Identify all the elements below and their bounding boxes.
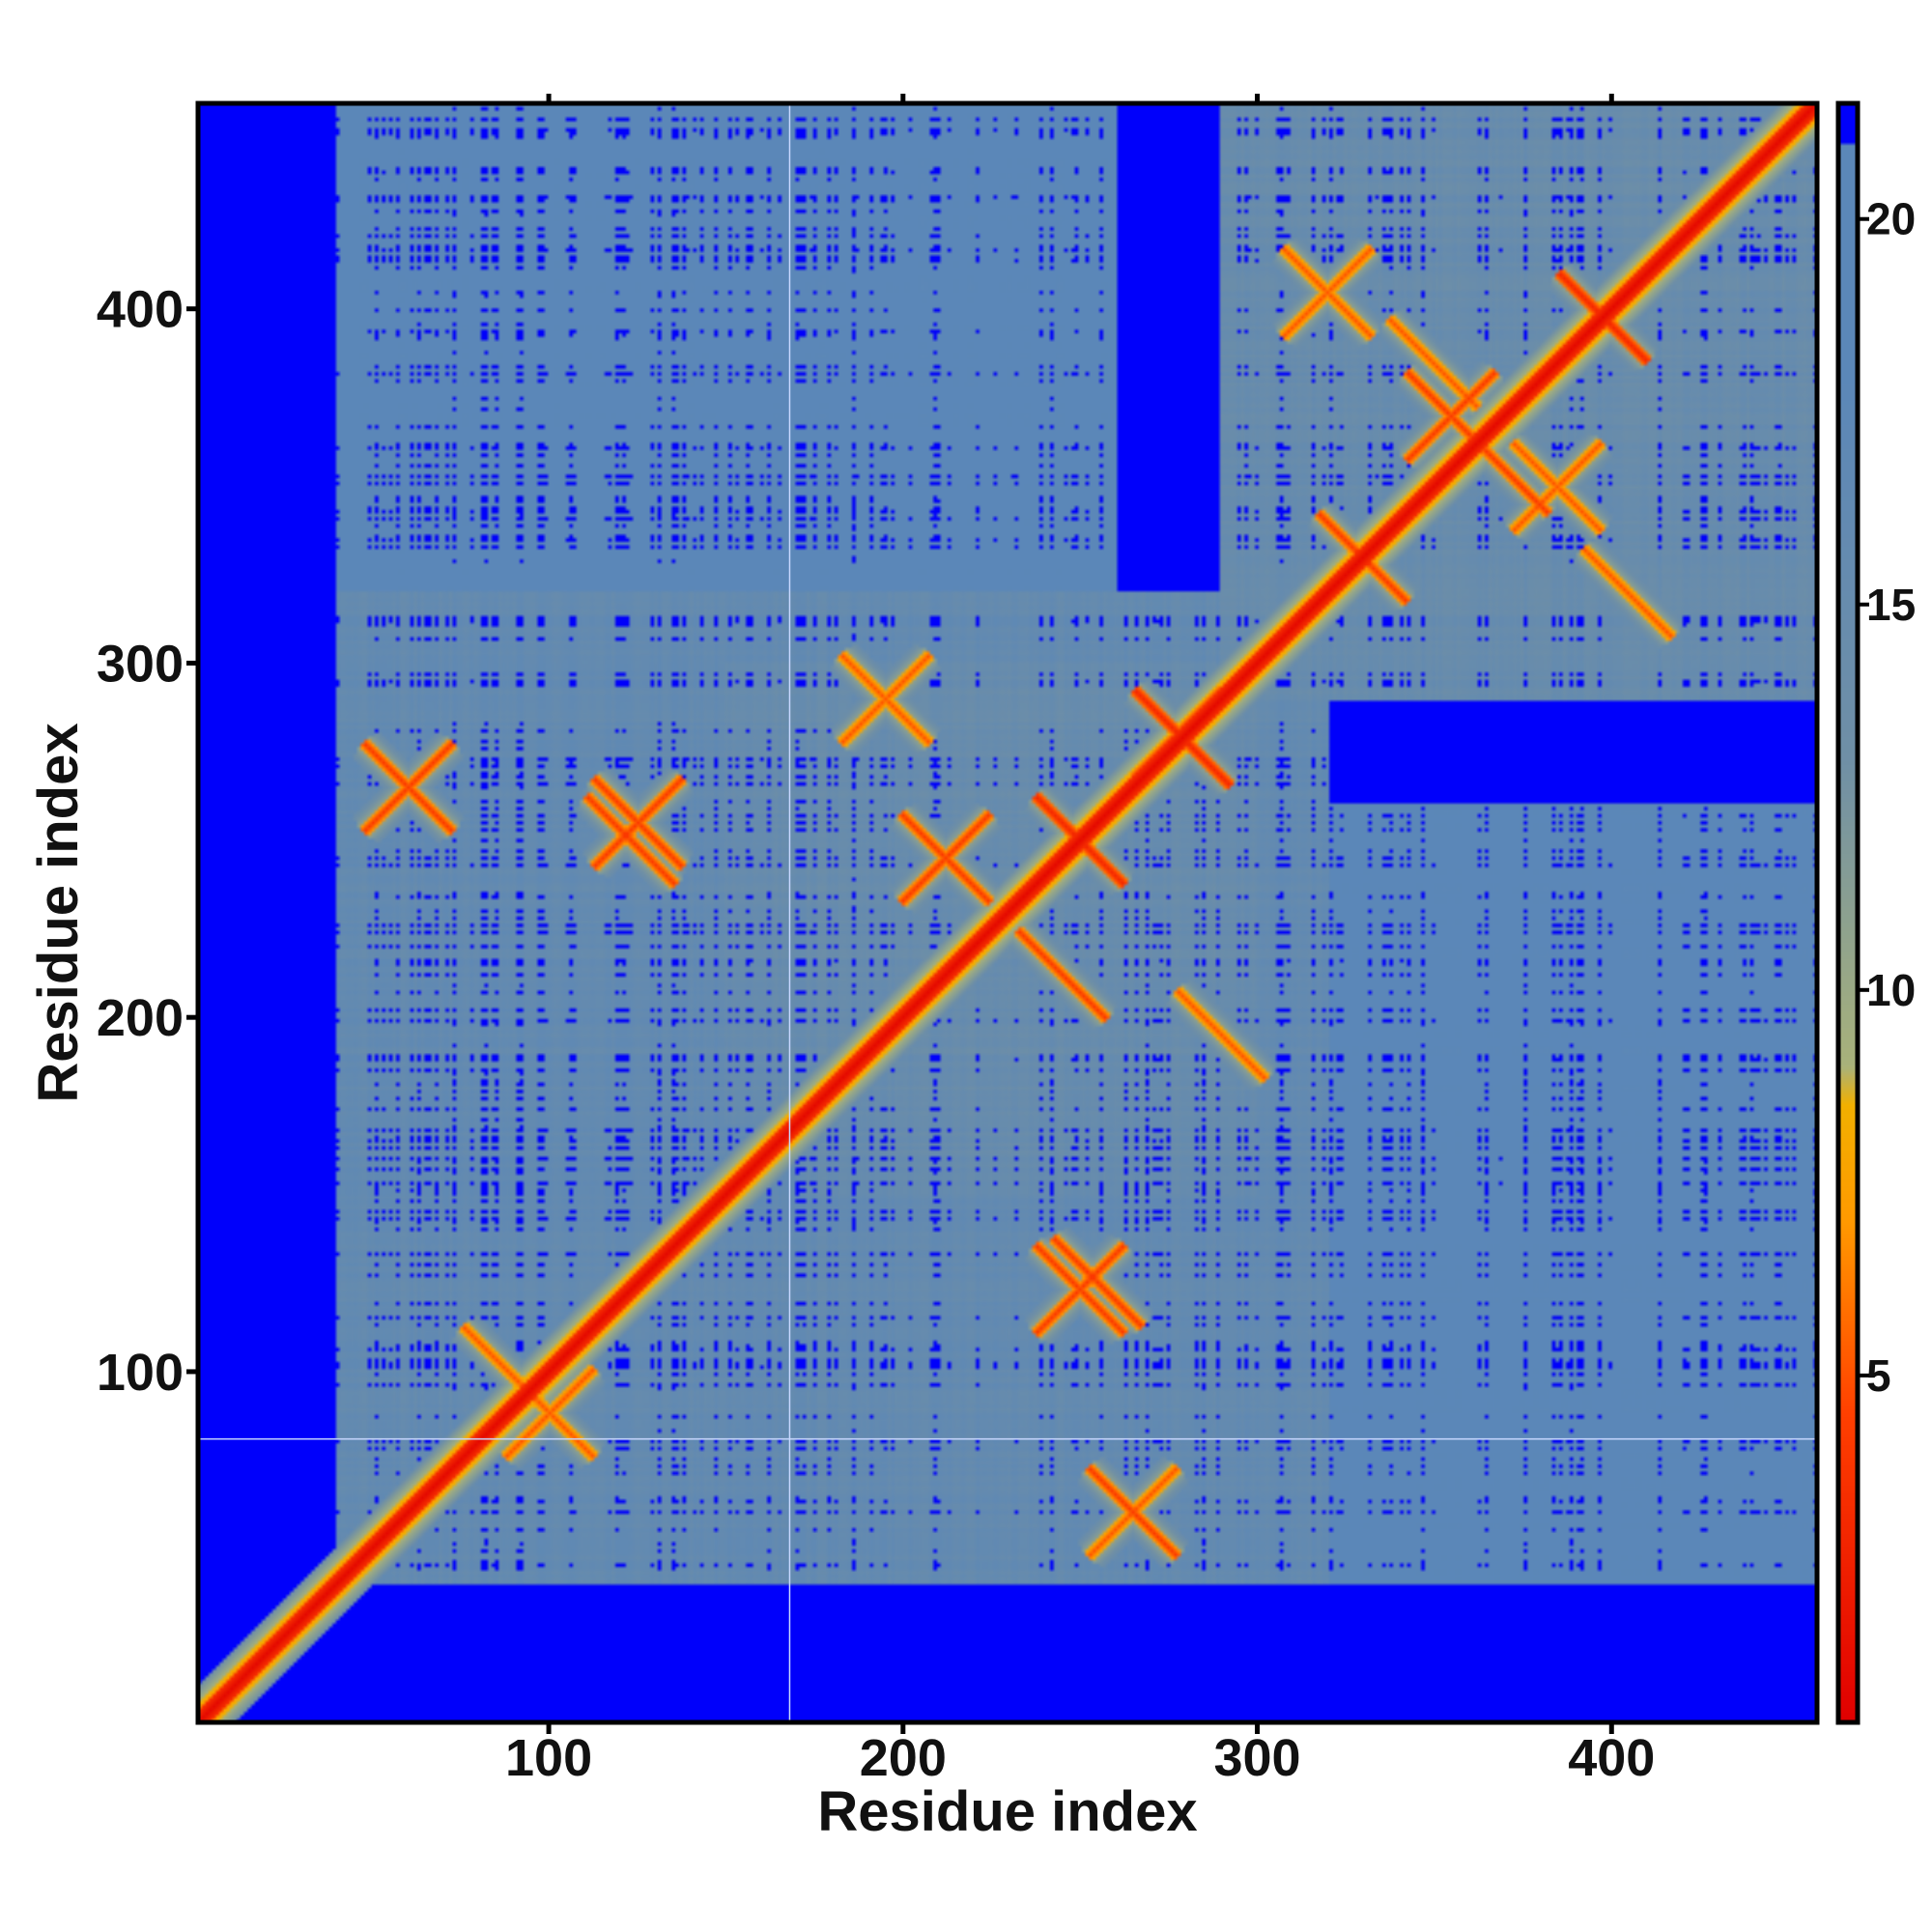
heatmap	[198, 103, 1817, 1722]
y-tick-label: 400	[97, 281, 184, 339]
y-axis: 100 200 300 400	[97, 281, 198, 1402]
y-axis-title: Residue index	[27, 723, 90, 1102]
colorbar-tick-label: 10	[1866, 965, 1916, 1015]
colorbar-ticks: 5 10 15 20	[1858, 194, 1916, 1401]
colorbar-tick-label: 15	[1866, 580, 1916, 630]
colorbar-tick-label: 5	[1866, 1350, 1891, 1401]
y-tick-label: 300	[97, 635, 184, 693]
colorbar-gradient	[1838, 103, 1858, 1722]
x-tick-label: 100	[505, 1729, 592, 1787]
y-tick-label: 200	[97, 989, 184, 1047]
colorbar-frame	[1835, 100, 1861, 1725]
plot-frame	[195, 100, 1820, 1725]
y-tick-label: 100	[97, 1344, 184, 1402]
guide-lines	[198, 103, 1817, 1722]
x-axis: 100 200 300 400	[505, 94, 1655, 1787]
colorbar: 5 10 15 20	[1835, 100, 1916, 1725]
heatmap-image	[198, 103, 1817, 1722]
colorbar-tick-label: 20	[1866, 194, 1916, 244]
x-tick-label: 400	[1568, 1729, 1655, 1787]
x-axis-title: Residue index	[817, 1780, 1197, 1843]
x-tick-label: 200	[860, 1729, 947, 1787]
x-tick-label: 300	[1213, 1729, 1300, 1787]
